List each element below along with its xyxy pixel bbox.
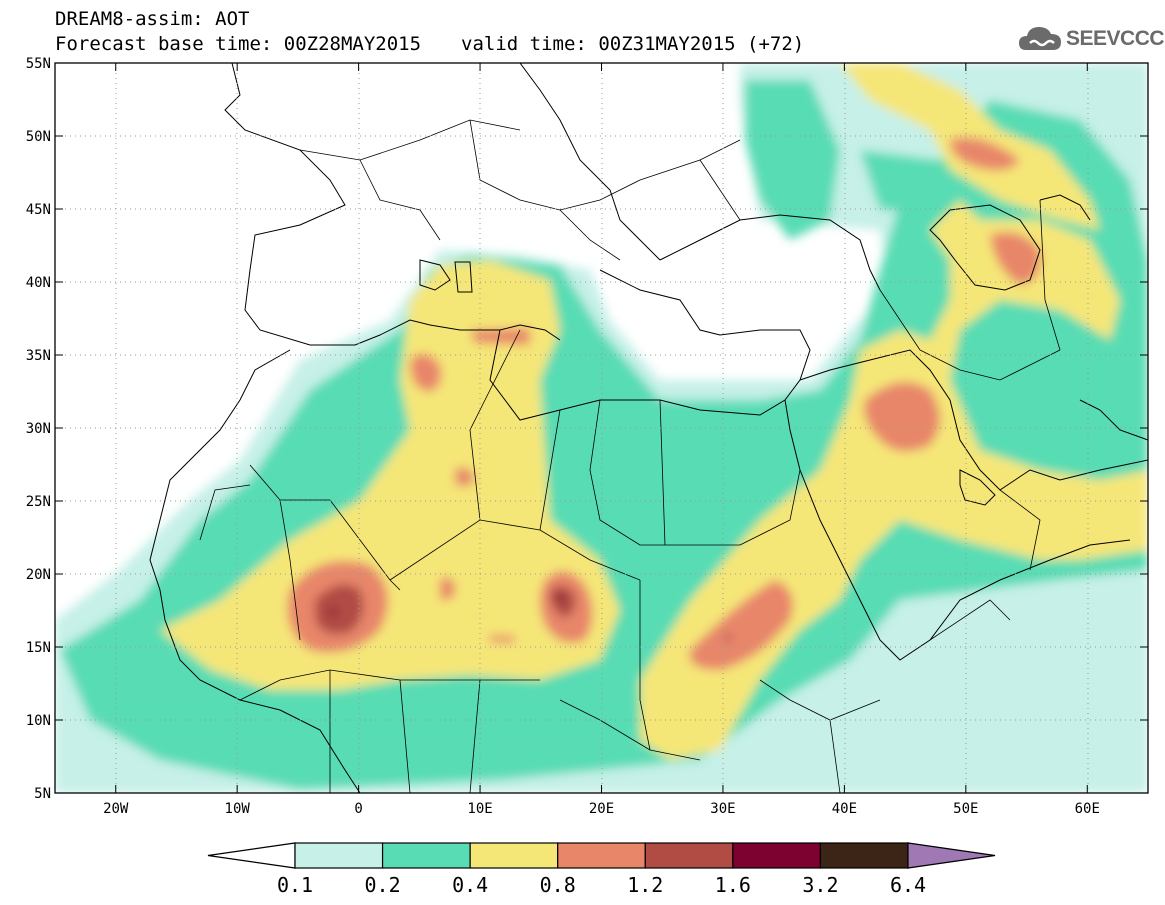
colorbar-swatch-6	[819, 842, 909, 869]
colorbar-label: 0.4	[452, 873, 488, 897]
lon-tick-label: 40E	[832, 801, 857, 817]
colorbar-swatch-3	[557, 842, 646, 869]
colorbar-label: 1.6	[715, 873, 751, 897]
lon-tick-label: 20W	[103, 801, 129, 817]
coastlines	[149, 63, 1148, 793]
logo-text: SEEVCCC	[1066, 27, 1165, 50]
logo: SEEVCCC	[1018, 22, 1165, 56]
lon-tick-label: 0	[354, 801, 362, 817]
lat-tick-label: 5N	[34, 786, 51, 802]
lat-tick-label: 45N	[26, 202, 51, 218]
lat-tick-label: 40N	[26, 275, 51, 291]
aot-level-1.6	[329, 594, 731, 641]
time-info: Forecast base time: 00Z28MAY2015 valid ti…	[55, 33, 804, 55]
colorbar-label: 0.8	[540, 873, 576, 897]
colorbar-swatch-1	[381, 842, 471, 869]
lon-tick-label: 20E	[589, 801, 614, 817]
borders	[199, 119, 1061, 793]
lat-tick-label: 35N	[26, 348, 51, 364]
colorbar-swatch-0	[294, 842, 384, 869]
lat-tick-label: 30N	[26, 421, 51, 437]
lon-tick-label: 50E	[953, 801, 978, 817]
lat-tick-label: 20N	[26, 567, 51, 583]
colorbar-label: 6.4	[890, 873, 926, 897]
colorbar-low-arrow	[207, 842, 296, 869]
gridlines	[55, 63, 1148, 793]
colorbar: 0.1 0.2 0.4 0.8 1.2 1.6 3.2 6.4	[207, 842, 996, 897]
colorbar-label: 0.2	[365, 873, 401, 897]
colorbar-high-arrow	[907, 842, 996, 869]
colorbar-label: 0.1	[277, 873, 313, 897]
valid-time: valid time: 00Z31MAY2015 (+72)	[461, 33, 805, 55]
colorbar-label: 1.2	[627, 873, 663, 897]
lon-tick-label: 10E	[467, 801, 492, 817]
lat-tick-label: 55N	[26, 56, 51, 72]
colorbar-swatch-4	[644, 842, 734, 869]
aot-field	[55, 63, 1148, 793]
chart-title: DREAM8-assim: AOT	[55, 8, 250, 30]
lat-tick-label: 15N	[26, 640, 51, 656]
lon-tick-label: 10W	[225, 801, 251, 817]
colorbar-swatch-5	[732, 842, 822, 869]
lon-tick-label: 30E	[710, 801, 735, 817]
lat-axis: 5N 10N 15N 20N 25N 30N 35N 40N 45N 50N 55N	[26, 56, 1148, 802]
lat-tick-label: 25N	[26, 494, 51, 510]
colorbar-label: 3.2	[802, 873, 838, 897]
lat-tick-label: 10N	[26, 713, 51, 729]
base-time: Forecast base time: 00Z28MAY2015	[55, 33, 422, 55]
aot-level-1.2	[315, 584, 576, 635]
colorbar-swatch-2	[469, 842, 559, 869]
lat-tick-label: 50N	[26, 129, 51, 145]
cloud-icon	[1019, 27, 1061, 50]
lon-tick-label: 60E	[1075, 801, 1100, 817]
lon-axis: 20W 10W 0 10E 20E 30E 40E 50E 60E	[103, 63, 1100, 817]
